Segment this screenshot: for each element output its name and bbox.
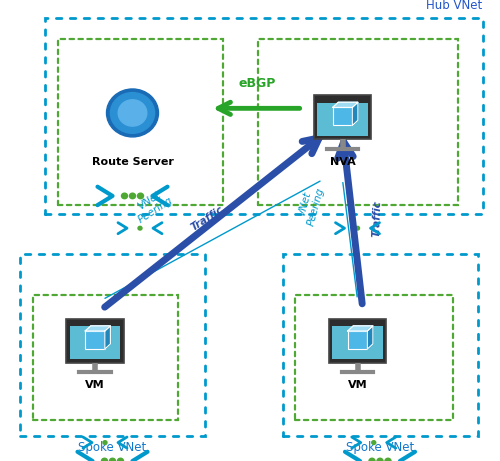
Circle shape [106, 89, 158, 137]
Circle shape [138, 193, 143, 199]
Circle shape [372, 441, 376, 444]
Circle shape [102, 458, 107, 461]
FancyBboxPatch shape [85, 331, 105, 349]
Circle shape [138, 226, 142, 230]
Circle shape [118, 458, 124, 461]
FancyBboxPatch shape [314, 95, 371, 139]
Circle shape [385, 458, 391, 461]
FancyBboxPatch shape [70, 326, 120, 359]
FancyBboxPatch shape [329, 319, 386, 363]
Text: Spoke VNet: Spoke VNet [346, 441, 414, 454]
Text: Hub VNet: Hub VNet [426, 0, 482, 12]
Circle shape [356, 226, 360, 230]
Text: Spoke VNet: Spoke VNet [78, 441, 146, 454]
Text: VM: VM [85, 380, 105, 390]
Polygon shape [368, 326, 373, 349]
Text: VNet
Peering: VNet Peering [130, 185, 175, 225]
Polygon shape [352, 102, 358, 125]
Text: NVA: NVA [330, 157, 355, 167]
Circle shape [130, 193, 136, 199]
Text: VM: VM [348, 380, 368, 390]
Circle shape [369, 458, 375, 461]
Text: Route Server: Route Server [92, 157, 174, 167]
Circle shape [122, 193, 128, 199]
Circle shape [110, 458, 116, 461]
FancyBboxPatch shape [318, 103, 368, 136]
FancyBboxPatch shape [332, 326, 382, 359]
Text: VNet
Peering: VNet Peering [294, 183, 326, 227]
FancyBboxPatch shape [332, 107, 352, 125]
Polygon shape [85, 326, 110, 331]
Text: Traffic: Traffic [372, 201, 383, 237]
Text: eBGP: eBGP [239, 77, 276, 90]
FancyBboxPatch shape [66, 319, 124, 363]
Polygon shape [105, 326, 110, 349]
Circle shape [103, 441, 107, 444]
FancyBboxPatch shape [348, 331, 368, 349]
Circle shape [110, 93, 154, 133]
Circle shape [118, 100, 147, 126]
Circle shape [377, 458, 383, 461]
Text: Traffic: Traffic [190, 205, 226, 233]
Polygon shape [332, 102, 358, 107]
Polygon shape [348, 326, 373, 331]
